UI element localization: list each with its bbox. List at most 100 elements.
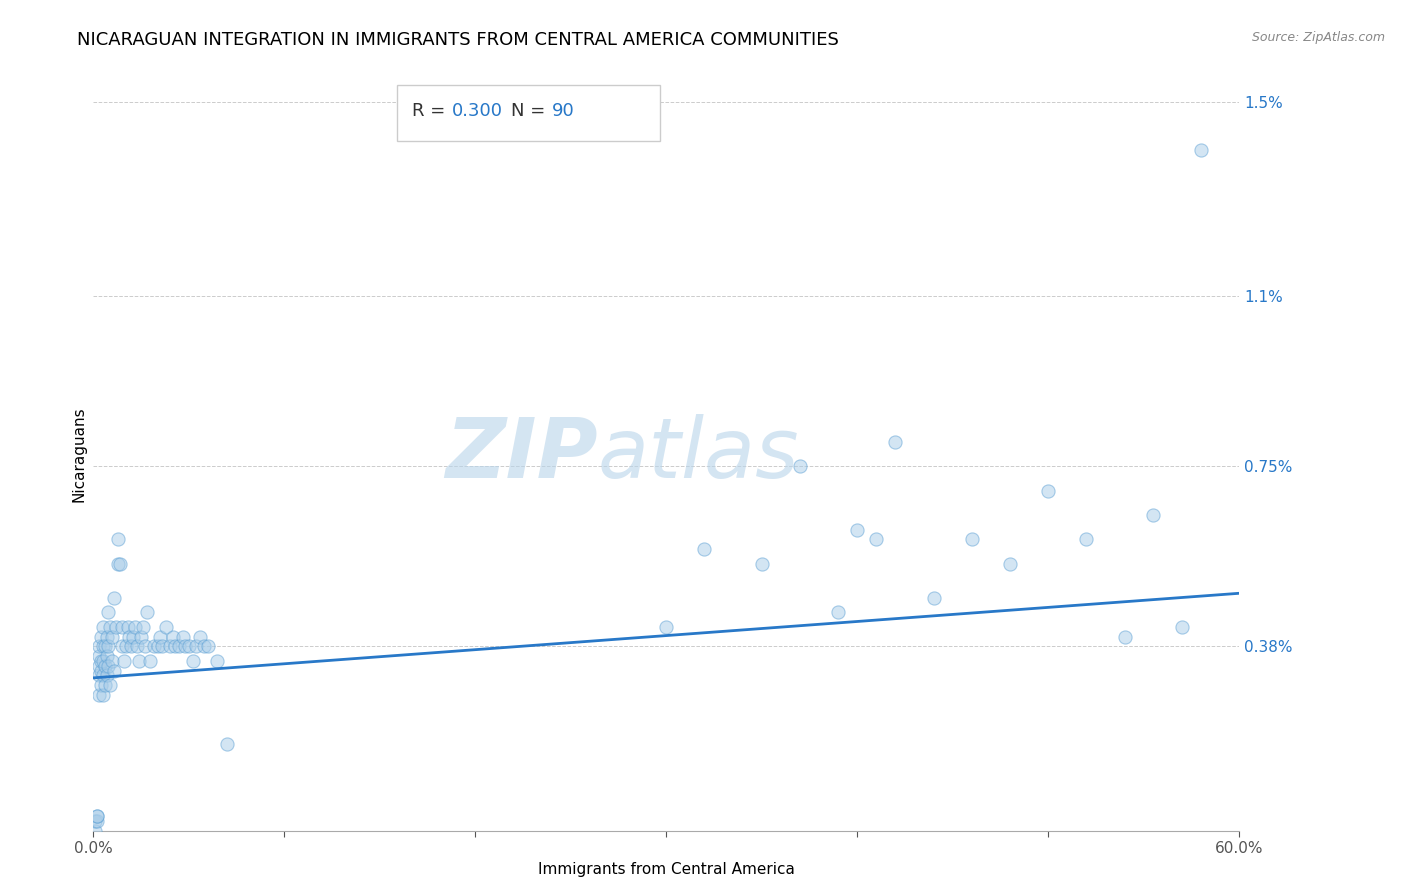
- Point: [87, 658, 110, 673]
- Point: [87, 648, 110, 663]
- Point: [91, 688, 114, 702]
- Point: [111, 640, 134, 654]
- Point: [139, 654, 162, 668]
- Point: [96, 648, 118, 663]
- Point: [93, 658, 115, 673]
- Point: [789, 459, 811, 474]
- Text: Source: ZipAtlas.com: Source: ZipAtlas.com: [1251, 31, 1385, 45]
- Point: [922, 591, 945, 605]
- Point: [96, 668, 118, 682]
- Point: [1076, 533, 1098, 547]
- Text: ZIP: ZIP: [444, 414, 598, 495]
- Point: [117, 620, 139, 634]
- Point: [215, 737, 238, 751]
- Point: [105, 620, 128, 634]
- Point: [120, 640, 142, 654]
- Y-axis label: Nicaraguans: Nicaraguans: [72, 407, 86, 502]
- Point: [90, 630, 112, 644]
- Text: atlas: atlas: [598, 414, 799, 495]
- Point: [97, 658, 120, 673]
- Point: [84, 824, 107, 838]
- Point: [1038, 483, 1060, 498]
- Point: [96, 630, 118, 644]
- Point: [101, 630, 124, 644]
- Point: [129, 630, 152, 644]
- Point: [111, 620, 134, 634]
- Point: [127, 640, 149, 654]
- Point: [87, 640, 110, 654]
- Point: [86, 809, 108, 823]
- Point: [100, 620, 122, 634]
- Point: [186, 640, 208, 654]
- Point: [193, 640, 215, 654]
- Point: [122, 630, 145, 644]
- Point: [103, 591, 125, 605]
- Point: [188, 630, 211, 644]
- Point: [751, 557, 773, 571]
- Point: [172, 630, 194, 644]
- Point: [124, 620, 146, 634]
- Point: [93, 640, 115, 654]
- Point: [112, 654, 135, 668]
- Point: [149, 630, 172, 644]
- Point: [162, 630, 184, 644]
- Text: 90: 90: [551, 103, 574, 120]
- Point: [155, 620, 177, 634]
- Point: [107, 557, 129, 571]
- Point: [159, 640, 181, 654]
- Point: [97, 640, 120, 654]
- Point: [693, 542, 716, 557]
- Point: [655, 620, 678, 634]
- Point: [146, 640, 169, 654]
- Text: NICARAGUAN INTEGRATION IN IMMIGRANTS FROM CENTRAL AMERICA COMMUNITIES: NICARAGUAN INTEGRATION IN IMMIGRANTS FRO…: [77, 31, 839, 49]
- Point: [884, 435, 907, 450]
- Point: [165, 640, 187, 654]
- Point: [846, 523, 869, 537]
- Point: [87, 668, 110, 682]
- Point: [91, 620, 114, 634]
- Point: [1114, 630, 1136, 644]
- Point: [118, 630, 141, 644]
- Point: [90, 654, 112, 668]
- Text: 0.300: 0.300: [451, 103, 503, 120]
- Point: [114, 640, 136, 654]
- Point: [128, 654, 150, 668]
- Text: R =: R =: [412, 103, 451, 120]
- Point: [134, 640, 156, 654]
- Point: [91, 640, 114, 654]
- Point: [103, 664, 125, 678]
- Point: [143, 640, 166, 654]
- Point: [93, 678, 115, 692]
- Point: [100, 678, 122, 692]
- Point: [91, 654, 114, 668]
- Point: [90, 664, 112, 678]
- Text: N =: N =: [512, 103, 551, 120]
- Point: [97, 605, 120, 619]
- Point: [87, 688, 110, 702]
- Point: [150, 640, 173, 654]
- Point: [173, 640, 195, 654]
- Point: [1142, 508, 1164, 522]
- Point: [84, 814, 107, 829]
- Point: [107, 533, 129, 547]
- Point: [197, 640, 219, 654]
- Point: [207, 654, 229, 668]
- Point: [998, 557, 1021, 571]
- Point: [827, 605, 849, 619]
- Point: [865, 533, 887, 547]
- Point: [108, 557, 131, 571]
- Point: [101, 654, 124, 668]
- X-axis label: Immigrants from Central America: Immigrants from Central America: [537, 862, 794, 877]
- Point: [86, 809, 108, 823]
- FancyBboxPatch shape: [396, 85, 661, 142]
- Point: [135, 605, 157, 619]
- Point: [1189, 144, 1212, 158]
- Point: [177, 640, 200, 654]
- Point: [1171, 620, 1194, 634]
- Point: [181, 654, 204, 668]
- Point: [132, 620, 155, 634]
- Point: [167, 640, 190, 654]
- Point: [960, 533, 983, 547]
- Point: [86, 814, 108, 829]
- Point: [91, 668, 114, 682]
